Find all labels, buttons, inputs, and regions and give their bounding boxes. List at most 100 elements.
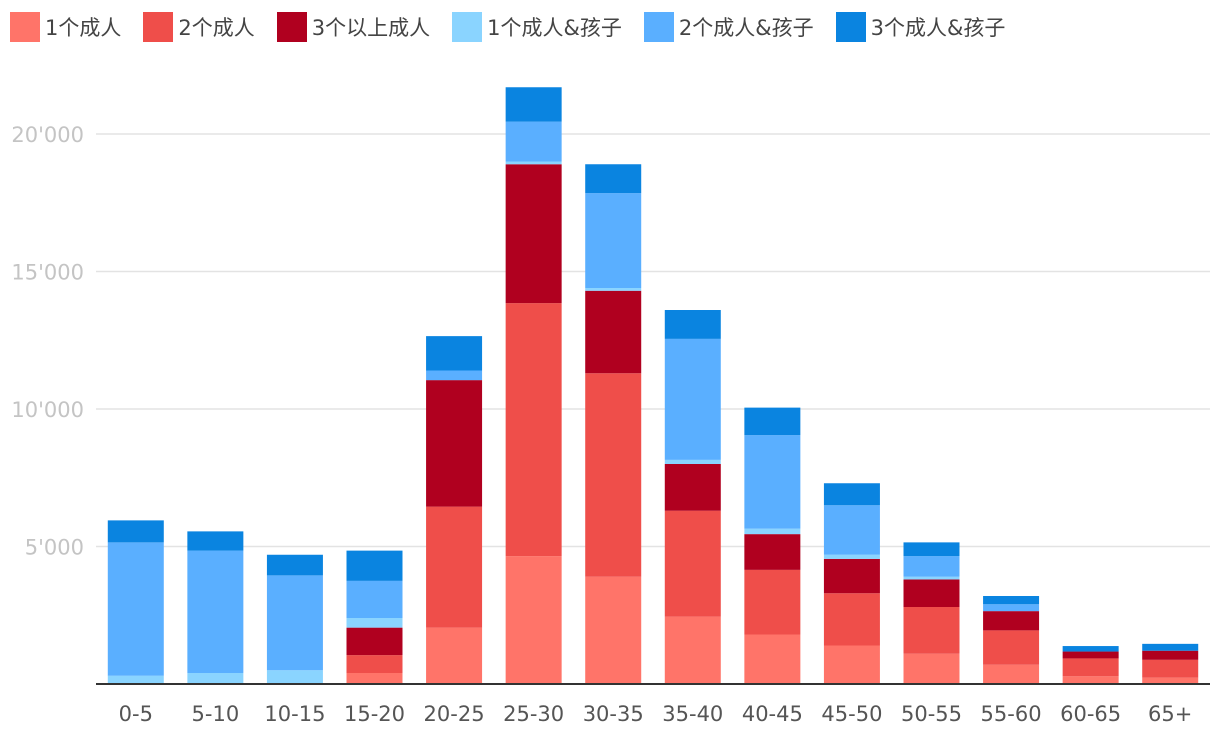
legend-item: 2个成人&孩子 <box>643 12 814 42</box>
bar-segment <box>1142 643 1199 651</box>
bar-segment <box>505 303 562 557</box>
bar-segment <box>903 653 960 684</box>
bar-segment <box>266 554 323 576</box>
legend-swatch <box>143 12 174 42</box>
x-tick-label: 5-10 <box>192 702 240 726</box>
legend-label: 2个成人 <box>178 16 255 40</box>
bar-segment <box>744 528 801 535</box>
bar-segment <box>1062 651 1119 659</box>
bar-segment <box>823 483 880 506</box>
bar-segment <box>426 627 483 684</box>
legend-swatch <box>276 12 307 42</box>
bar-segment <box>903 542 960 557</box>
y-tick-label: 5'000 <box>25 536 84 560</box>
bar-segment <box>1062 646 1119 652</box>
bar-segment <box>903 579 960 607</box>
bar-segment <box>664 338 721 460</box>
bar-segment <box>505 87 562 122</box>
x-tick-label: 50-55 <box>901 702 962 726</box>
bar-segment <box>346 580 403 618</box>
legend-swatch <box>452 12 483 42</box>
x-tick-label: 25-30 <box>503 702 564 726</box>
bar-segment <box>266 670 323 684</box>
bar-segment <box>983 664 1040 684</box>
bar-segment <box>107 675 164 684</box>
legend-swatch <box>643 12 674 42</box>
bar-segment <box>664 616 721 684</box>
x-tick-label: 55-60 <box>981 702 1042 726</box>
bar-segment <box>983 611 1040 631</box>
legend-item: 3个成人&孩子 <box>835 12 1006 42</box>
bar-segment <box>744 634 801 684</box>
bar-segment <box>903 607 960 654</box>
legend-swatch <box>10 12 40 42</box>
x-tick-label: 65+ <box>1148 702 1192 726</box>
x-tick-label: 30-35 <box>583 702 644 726</box>
bar-segment <box>426 370 483 381</box>
bar-segment <box>983 604 1040 612</box>
x-tick-label: 40-45 <box>742 702 803 726</box>
bar-segment <box>346 550 403 581</box>
x-tick-label: 60-65 <box>1060 702 1121 726</box>
bar-segment <box>585 193 642 288</box>
bar-segment <box>585 164 642 194</box>
legend-label: 1个成人&孩子 <box>487 16 622 40</box>
bar-segment <box>187 531 244 551</box>
bar-segment <box>664 464 721 511</box>
bar-segment <box>823 645 880 684</box>
bar-segment <box>1142 650 1199 660</box>
bar-segment <box>426 336 483 371</box>
y-tick-label: 15'000 <box>11 261 84 285</box>
bar-segment <box>426 380 483 507</box>
x-tick-label: 15-20 <box>344 702 405 726</box>
bar-segment <box>983 596 1040 605</box>
bar-segment <box>903 576 960 580</box>
bar-segment <box>585 576 642 684</box>
x-tick-label: 45-50 <box>821 702 882 726</box>
bar-segment <box>505 121 562 162</box>
bar-segment <box>744 407 801 436</box>
x-tick-label: 0-5 <box>119 702 153 726</box>
legend-label: 1个成人 <box>45 16 122 40</box>
bar-segment <box>744 569 801 635</box>
bar-segment <box>585 288 642 291</box>
bar-segment <box>346 618 403 628</box>
bar-segment <box>346 627 403 656</box>
chart-legend: 1个成人 2个成人 3个以上成人 1个成人&孩子 2个成人&孩子 3个成人&孩子 <box>10 10 1027 44</box>
bar-segment <box>346 655 403 673</box>
legend-label: 3个成人&孩子 <box>870 16 1006 40</box>
bar-segment <box>823 558 880 594</box>
bar-segment <box>1142 677 1199 684</box>
bar-segment <box>983 630 1040 665</box>
legend-swatch <box>835 12 866 42</box>
bar-segment <box>505 161 562 165</box>
y-tick-label: 10'000 <box>11 398 84 422</box>
bar-segment <box>1062 676 1119 684</box>
bar-segment <box>744 435 801 529</box>
x-tick-label: 10-15 <box>264 702 325 726</box>
x-tick-label: 35-40 <box>662 702 723 726</box>
bar-segment <box>585 290 642 374</box>
legend-item: 1个成人&孩子 <box>452 12 622 42</box>
bar-segment <box>823 554 880 559</box>
bar-segment <box>266 575 323 671</box>
legend-label: 3个以上成人 <box>311 16 431 40</box>
bar-segment <box>107 542 164 676</box>
legend-item: 3个以上成人 <box>276 12 431 42</box>
bar-segment <box>823 505 880 555</box>
bar-segment <box>744 534 801 570</box>
legend-item: 1个成人 <box>10 12 121 42</box>
legend-item: 2个成人 <box>143 12 255 42</box>
bar-segment <box>664 510 721 617</box>
bar-segment <box>585 373 642 577</box>
bar-segment <box>346 673 403 684</box>
bar-segment <box>823 593 880 646</box>
bar-segment <box>107 520 164 543</box>
bar-segment <box>664 459 721 464</box>
x-tick-label: 20-25 <box>424 702 485 726</box>
bar-segment <box>664 310 721 339</box>
bar-segment <box>187 550 244 673</box>
bar-segment <box>1062 658 1119 677</box>
bar-segment <box>505 556 562 684</box>
